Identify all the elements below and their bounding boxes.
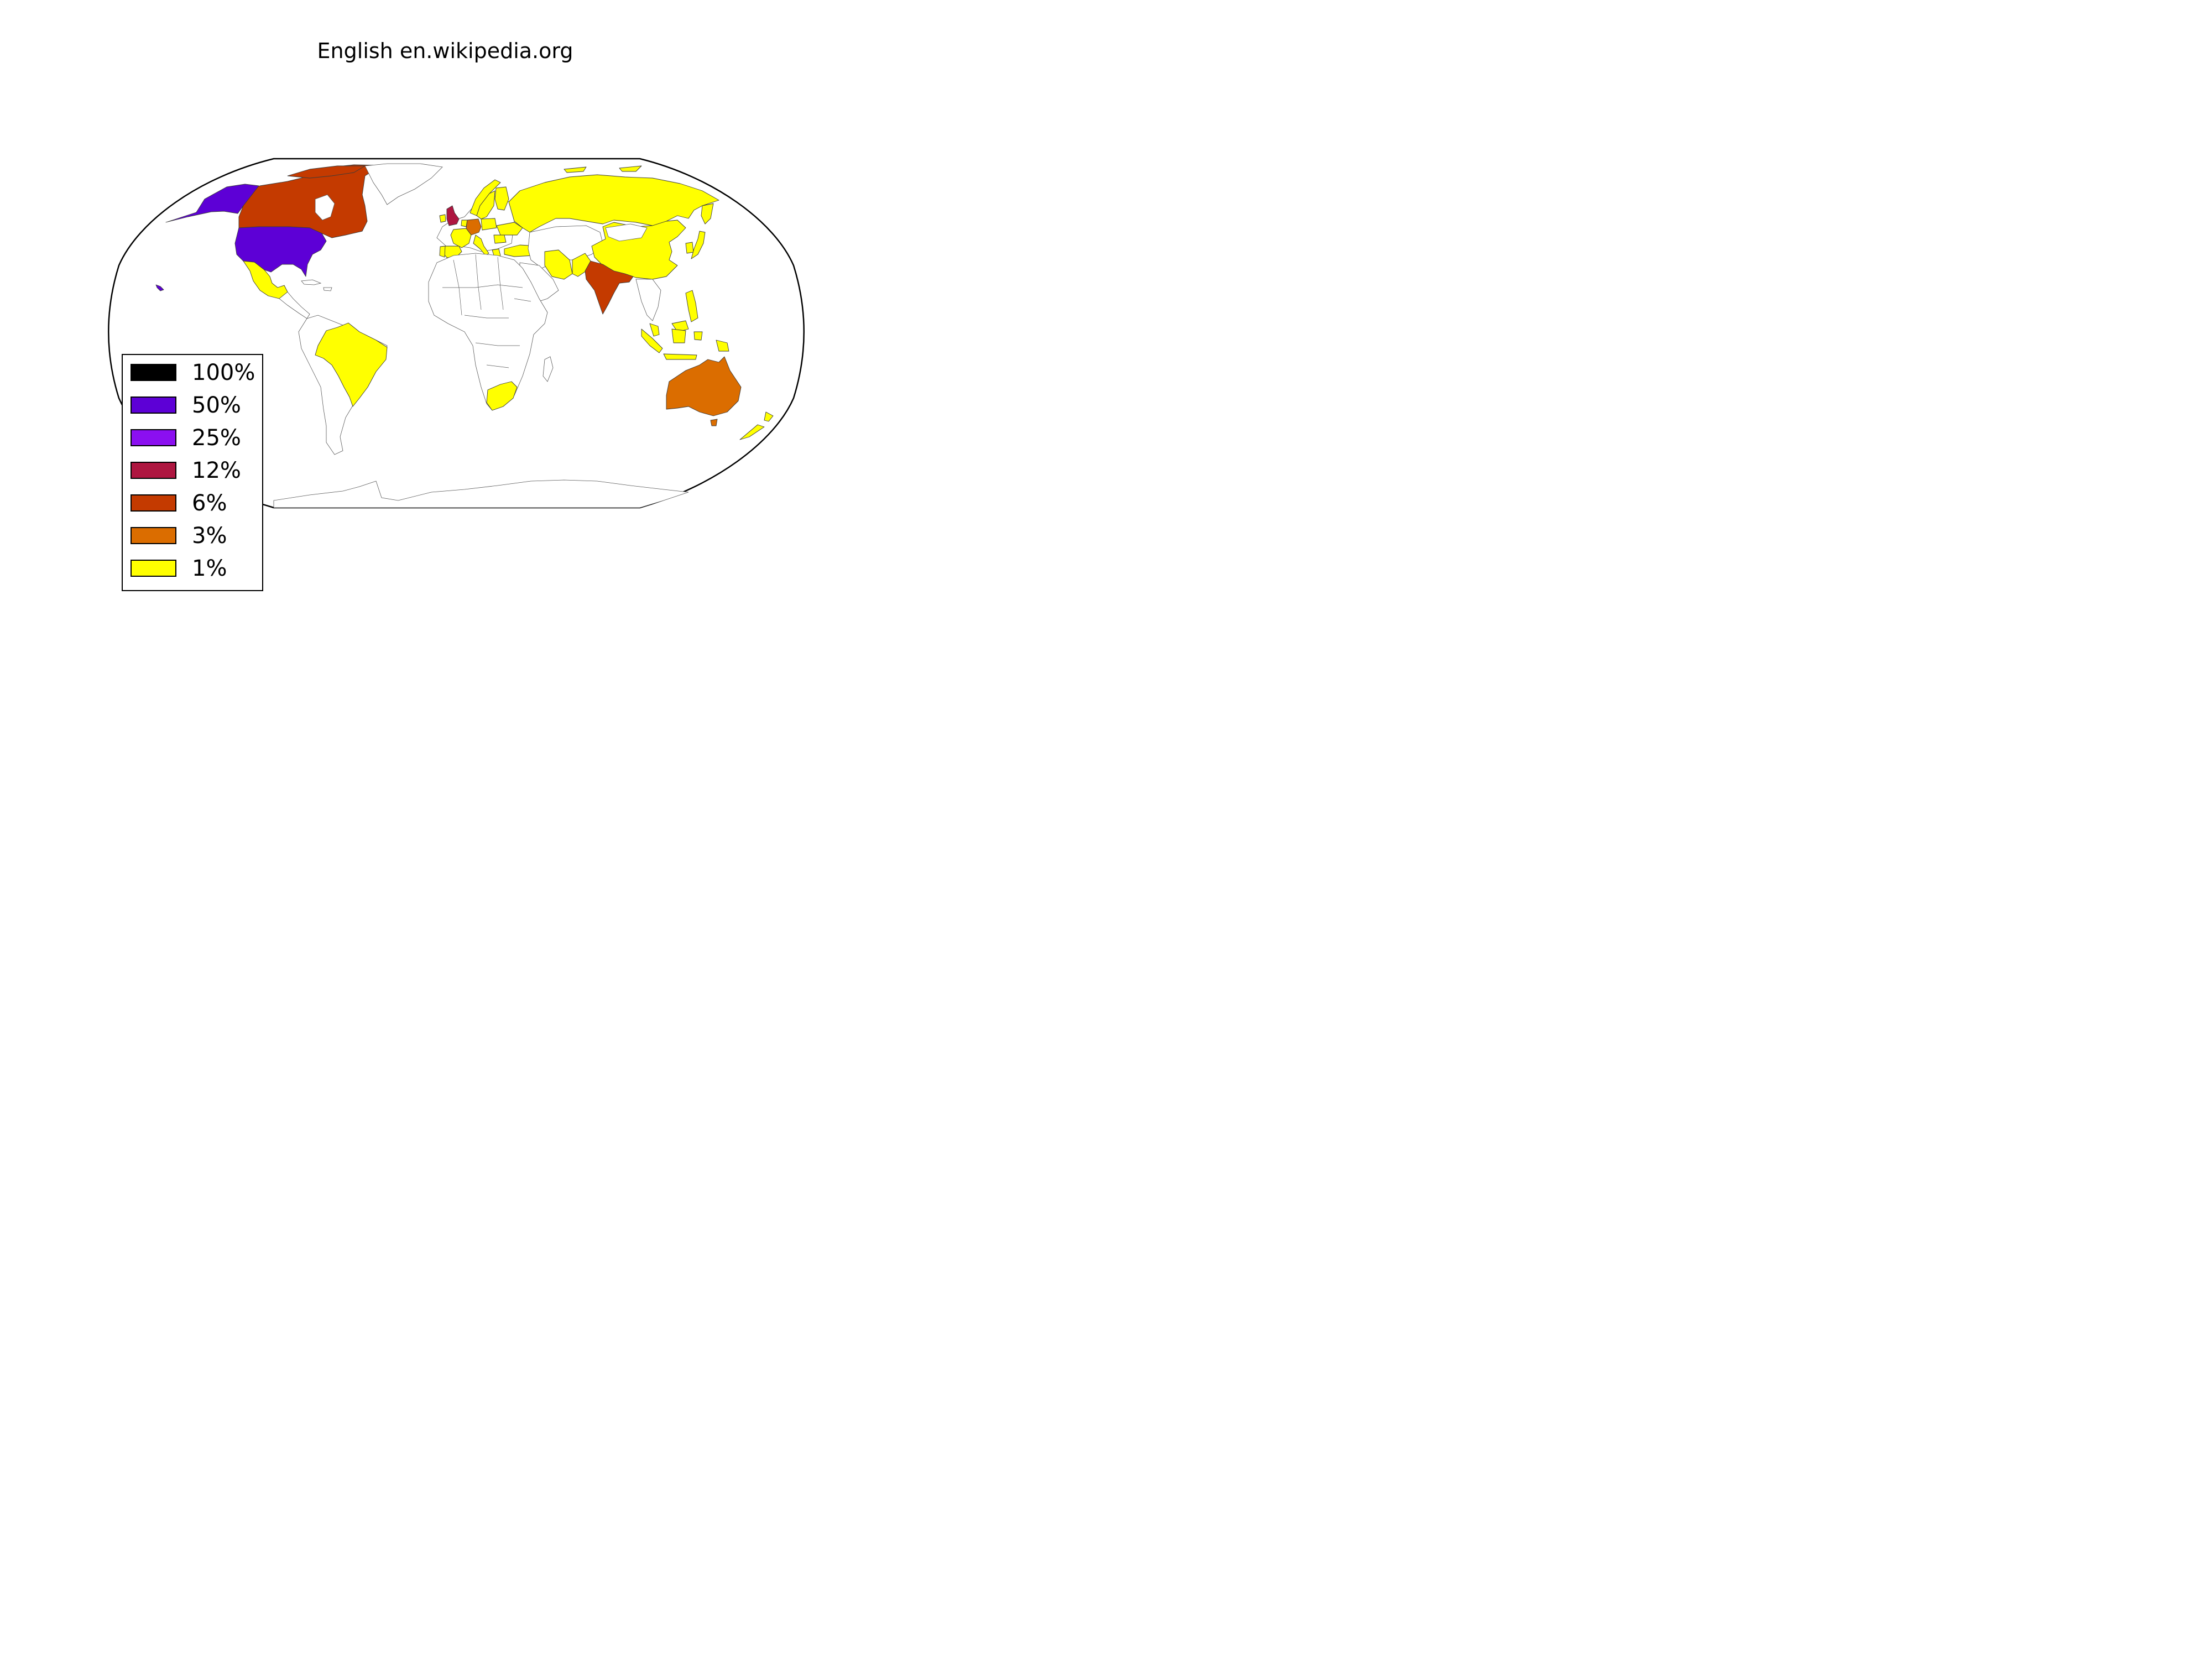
region-united-kingdom [446, 205, 460, 226]
legend-swatch-2 [131, 429, 176, 446]
region-russia-kamchatka [701, 203, 714, 225]
hudson-bay [315, 194, 335, 221]
region-ukraine [496, 222, 523, 236]
region-new-zealand [739, 411, 774, 440]
region-south-korea [685, 242, 694, 254]
legend-swatch-0 [131, 364, 176, 381]
region-mexico [243, 260, 288, 299]
region-australia-tasmania [710, 419, 718, 426]
region-malaysia [649, 320, 689, 337]
region-russia-arctic-islands [564, 165, 642, 173]
region-portugal [439, 246, 446, 258]
africa [428, 253, 548, 411]
legend-swatch-5 [131, 527, 176, 544]
legend-label-1: 50% [192, 393, 241, 418]
antarctica [273, 479, 689, 508]
region-russia [508, 174, 719, 233]
region-netherlands [461, 220, 468, 227]
region-papua-new-guinea [716, 340, 729, 352]
legend-label-3: 12% [192, 458, 241, 483]
legend-swatch-1 [131, 397, 176, 414]
region-poland [481, 218, 497, 231]
map-legend: 100% 50% 25% 12% 6% 3% 1% [122, 354, 263, 591]
southeast-asia [635, 279, 661, 321]
region-canada-arctic [287, 165, 366, 179]
region-indonesia [641, 328, 703, 360]
legend-label-2: 25% [192, 425, 241, 451]
region-japan [691, 231, 706, 259]
region-finland [494, 186, 509, 211]
central-america [279, 291, 310, 319]
map-title: English en.wikipedia.org [317, 39, 573, 63]
region-australia [666, 356, 742, 416]
mongolia [605, 223, 648, 242]
region-sweden [476, 190, 495, 220]
region-france [450, 228, 472, 248]
legend-label-4: 6% [192, 491, 227, 516]
legend-swatch-3 [131, 462, 176, 479]
region-india [585, 260, 634, 315]
region-brazil [315, 322, 388, 407]
legend-swatch-4 [131, 494, 176, 512]
region-philippines [685, 290, 698, 322]
legend-label-5: 3% [192, 523, 227, 549]
legend-swatch-6 [131, 560, 176, 577]
region-hawaii [155, 284, 164, 291]
legend-label-0: 100% [192, 360, 255, 385]
legend-label-6: 1% [192, 556, 227, 581]
region-iran [544, 249, 573, 280]
madagascar [542, 356, 554, 382]
world-map-figure: English en.wikipedia.org [108, 39, 805, 591]
region-romania [493, 234, 507, 244]
caribbean-islands [301, 279, 332, 291]
region-alaska [165, 184, 259, 223]
africa-borders [442, 254, 531, 368]
greenland [364, 163, 443, 205]
region-south-africa [486, 381, 518, 411]
region-ireland [439, 214, 446, 223]
